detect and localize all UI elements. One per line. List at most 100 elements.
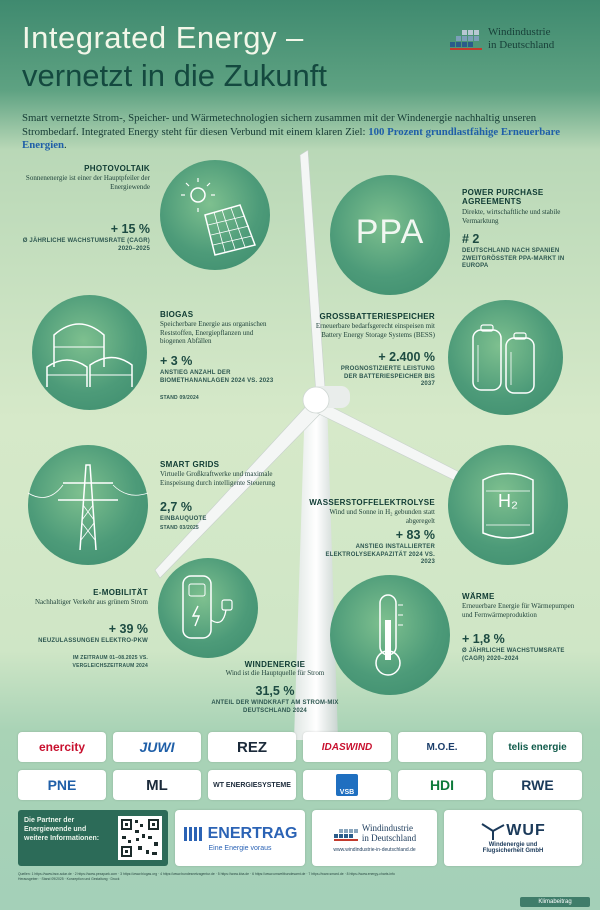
wasserstoff-desc: Wind und Sonne in H₂ gebunden statt abge…	[329, 508, 435, 525]
emobilitaet-desc: Nachhaltiger Verkehr aus grünem Strom	[34, 598, 148, 606]
partner-juwi: JUWI	[113, 732, 201, 762]
partner-moe: M.O.E.	[398, 732, 486, 762]
logo-line2: in Deutschland	[488, 39, 555, 51]
wind-turbine-illustration	[154, 150, 476, 740]
photovoltaik-desc: Sonnenenergie ist einer der Hauptpfeiler…	[25, 174, 150, 191]
partner-vsb: VSB	[303, 770, 391, 800]
intro-text: Smart vernetzte Strom-, Speicher- und Wä…	[22, 112, 537, 138]
windindustrie-logo: Windindustrie in Deutschland	[448, 26, 588, 56]
waerme-value: + 1,8 %	[462, 632, 505, 646]
biogas-heading: BIOGAS	[160, 310, 194, 319]
smartgrids-note: STAND 03/2025	[160, 525, 199, 531]
waerme-heading: WÄRME	[462, 592, 495, 601]
windindustrie-grid-icon	[333, 829, 358, 841]
wid-line2: in Deutschland	[361, 833, 417, 843]
biogas-note: STAND 09/2024	[160, 395, 199, 401]
windenergie-value: 31,5 %	[255, 684, 295, 698]
photovoltaik-circle	[160, 160, 270, 270]
power-pylon-icon	[27, 464, 149, 551]
ppa-icon-text: PPA	[355, 213, 425, 251]
klimabeitrag-badge: Klimabeitrag	[520, 897, 590, 907]
wuf-tagline: Windenergie und Flugsicherheit GmbH	[482, 842, 544, 854]
biogas-value: + 3 %	[160, 354, 193, 368]
enertrag-logo: ENERTRAG Eine Energie voraus	[175, 810, 305, 866]
smartgrids-desc: Virtuelle Großkraftwerke und maximale Ei…	[160, 470, 276, 487]
batterie-desc: Erneuerbare bedarfsgerecht einspeisen mi…	[315, 322, 435, 339]
windenergie-desc: Wind ist die Hauptquelle für Strom	[225, 669, 325, 677]
wasserstoff-value: + 83 %	[395, 528, 435, 542]
batterie-circle	[448, 300, 563, 415]
intro-highlight: 100 Prozent grundlastfähige Erneuerbare …	[22, 125, 561, 152]
logo-line1: Windindustrie	[488, 26, 551, 38]
smartgrids-sub: EINBAUQUOTE	[160, 516, 207, 522]
ppa-heading: POWER PURCHASE AGREEMENTS	[462, 188, 544, 206]
enertrag-tagline: Eine Energie voraus	[208, 844, 272, 852]
partner-info-box: Die Partner der Energiewende und weitere…	[18, 810, 168, 866]
smartgrids-circle	[27, 445, 149, 565]
logo-grid-icon	[450, 30, 482, 50]
footer-quellen: Quellen: 1 https://www.bsw-solar.de · 2 …	[18, 872, 395, 876]
windenergie-heading: WINDENERGIE	[244, 660, 306, 669]
hydrogen-tank-icon	[482, 472, 534, 539]
emobilitaet-circle	[158, 558, 258, 658]
photovoltaik-sub: Ø JÄHRLICHE WACHSTUMSRATE (CAGR) 2020–20…	[22, 238, 150, 252]
page-title-line1: Integrated Energy –	[22, 20, 304, 55]
qr-code-icon[interactable]	[118, 816, 162, 860]
partner-hdi: HDI	[398, 770, 486, 800]
enertrag-bars-icon	[183, 826, 202, 841]
wuf-turbine-icon	[481, 823, 505, 840]
intro-end: .	[64, 139, 67, 151]
emobilitaet-heading: E-MOBILITÄT	[93, 588, 148, 597]
wid-line1: Windindustrie	[361, 823, 414, 833]
emobilitaet-note: IM ZEITRAUM 01–08.2025 VS. VERGLEICHSZEI…	[72, 655, 148, 669]
partner-telis: telis energie	[493, 732, 582, 762]
batterie-heading: GROSSBATTERIESPEICHER	[319, 312, 435, 321]
biogas-sub: ANSTIEG ANZAHL DER BIOMETHANANLAGEN 2024…	[160, 370, 274, 384]
partner-enercity: enercity	[18, 732, 106, 762]
waerme-sub: Ø JÄHRLICHE WACHSTUMSRATE (CAGR) 2020–20…	[462, 648, 565, 662]
wasserstoff-sub: ANSTIEG INSTALLIERTER ELEKTROLYSEKAPAZIT…	[325, 544, 435, 565]
intro-paragraph: Smart vernetzte Strom-, Speicher- und Wä…	[22, 112, 582, 153]
smartgrids-value: 2,7 %	[160, 500, 192, 514]
batterie-value: + 2.400 %	[378, 350, 435, 364]
wasserstoff-heading: WASSERSTOFFELEKTROLYSE	[309, 498, 435, 507]
wasserstoff-circle: H₂	[448, 445, 568, 565]
photovoltaik-heading: PHOTOVOLTAIK	[84, 164, 150, 173]
hydrogen-icon-text: H₂	[498, 491, 518, 511]
wuf-logo: WUF Windenergie und Flugsicherheit GmbH	[444, 810, 582, 866]
wuf-name: WUF	[506, 822, 546, 839]
page-title-line2: vernetzt in die Zukunft	[22, 58, 327, 93]
ppa-desc: Direkte, wirtschaftliche und stabile Ver…	[462, 208, 561, 225]
emobilitaet-sub: NEUZULASSUNGEN ELEKTRO-PKW	[38, 638, 148, 644]
ppa-circle: PPA	[330, 175, 450, 295]
partner-wt: WT ENERGIESYSTEME	[208, 770, 296, 800]
windindustrie-bottom-logo: Windindustrie in Deutschland www.windind…	[312, 810, 437, 866]
batterie-sub: PROGNOSTIZIERTE LEISTUNG DER BATTERIESPE…	[340, 366, 435, 387]
smartgrids-heading: SMART GRIDS	[160, 460, 220, 469]
biogas-plant-icon	[46, 323, 133, 387]
solar-panel-icon	[181, 178, 256, 256]
ev-charger-icon	[182, 575, 233, 639]
vsb-logo: VSB	[336, 774, 358, 796]
emobilitaet-value: + 39 %	[108, 622, 148, 636]
footer-sources: Quellen: 1 https://www.bsw-solar.de · 2 …	[18, 872, 582, 881]
battery-icon	[472, 324, 535, 394]
partner-rez: REZ	[208, 732, 296, 762]
waerme-desc: Erneuerbare Energie für Wärmepumpen und …	[462, 602, 575, 619]
biogas-desc: Speicherbare Energie aus organischen Res…	[160, 320, 267, 345]
partner-rwe: RWE	[493, 770, 582, 800]
partner-ml: ML	[113, 770, 201, 800]
footer-herausgeber: Herausgeber: · Stand 09/2025 · Konzeptio…	[18, 876, 120, 881]
waerme-circle	[330, 575, 450, 695]
partner-info-text: Die Partner der Energiewende und weitere…	[24, 817, 100, 842]
partner-idaswind: IDASWIND	[303, 732, 391, 762]
wid-url[interactable]: www.windindustrie-in-deutschland.de	[333, 847, 416, 853]
biogas-circle	[32, 295, 147, 410]
ppa-value: # 2	[462, 232, 480, 246]
ppa-sub: DEUTSCHLAND NACH SPANIEN ZWEITGRÖSSTER P…	[462, 248, 565, 269]
windenergie-sub: ANTEIL DER WINDKRAFT AM STROM-MIX DEUTSC…	[211, 700, 339, 714]
photovoltaik-value: + 15 %	[110, 222, 150, 236]
thermometer-icon	[375, 594, 403, 676]
partner-pne: PNE	[18, 770, 106, 800]
enertrag-name: ENERTRAG	[207, 824, 298, 842]
